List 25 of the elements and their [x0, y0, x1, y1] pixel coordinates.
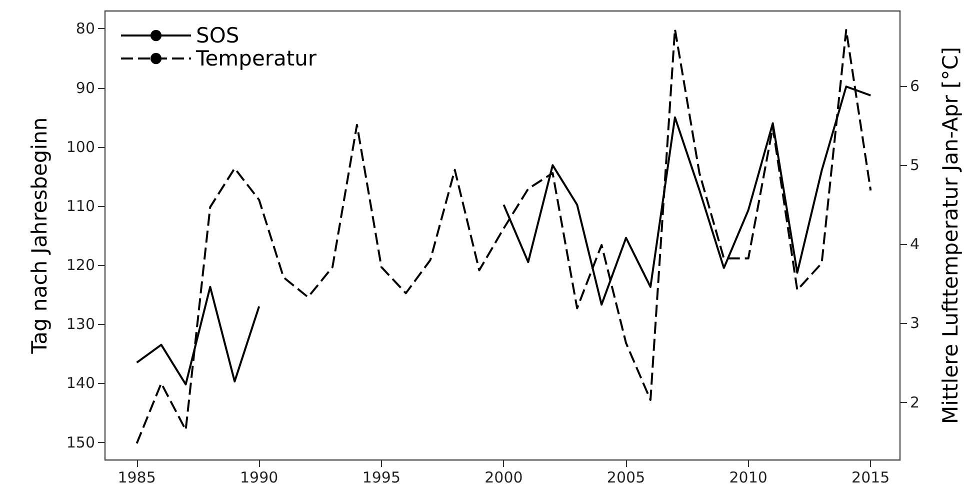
- y-axis-title: Tag nach Jahresbeginn: [28, 117, 52, 355]
- y-tick-label: 150: [66, 433, 95, 452]
- legend-label: SOS: [196, 24, 240, 48]
- y-tick-label: 130: [66, 315, 95, 334]
- y-tick-label: 100: [66, 138, 95, 156]
- y2-tick-label: 6: [910, 77, 920, 96]
- x-tick-label: 2005: [606, 468, 646, 486]
- y-tick-label: 140: [66, 374, 95, 392]
- x-tick-label: 1990: [240, 468, 278, 486]
- y-tick-label: 80: [76, 20, 95, 38]
- y2-tick-label: 2: [910, 393, 920, 412]
- x-tick-label: 2015: [852, 468, 890, 486]
- x-tick-label: 2000: [484, 468, 523, 486]
- y-tick-label: 120: [66, 256, 95, 274]
- y-tick-label: 110: [66, 196, 95, 215]
- x-tick-label: 1985: [118, 468, 156, 486]
- y-tick-label: 90: [76, 78, 95, 97]
- x-tick-label: 2010: [729, 468, 768, 486]
- x-tick-label: 1995: [362, 468, 401, 486]
- y2-tick-label: 5: [910, 156, 920, 174]
- y2-tick-label: 3: [910, 314, 920, 332]
- line-series: [136, 28, 872, 444]
- legend-label: Temperatur: [195, 46, 317, 70]
- y2-axis-title: Mittlere Lufttemperatur Jan-Apr [°C]: [938, 46, 962, 424]
- y2-tick-label: 4: [910, 235, 920, 254]
